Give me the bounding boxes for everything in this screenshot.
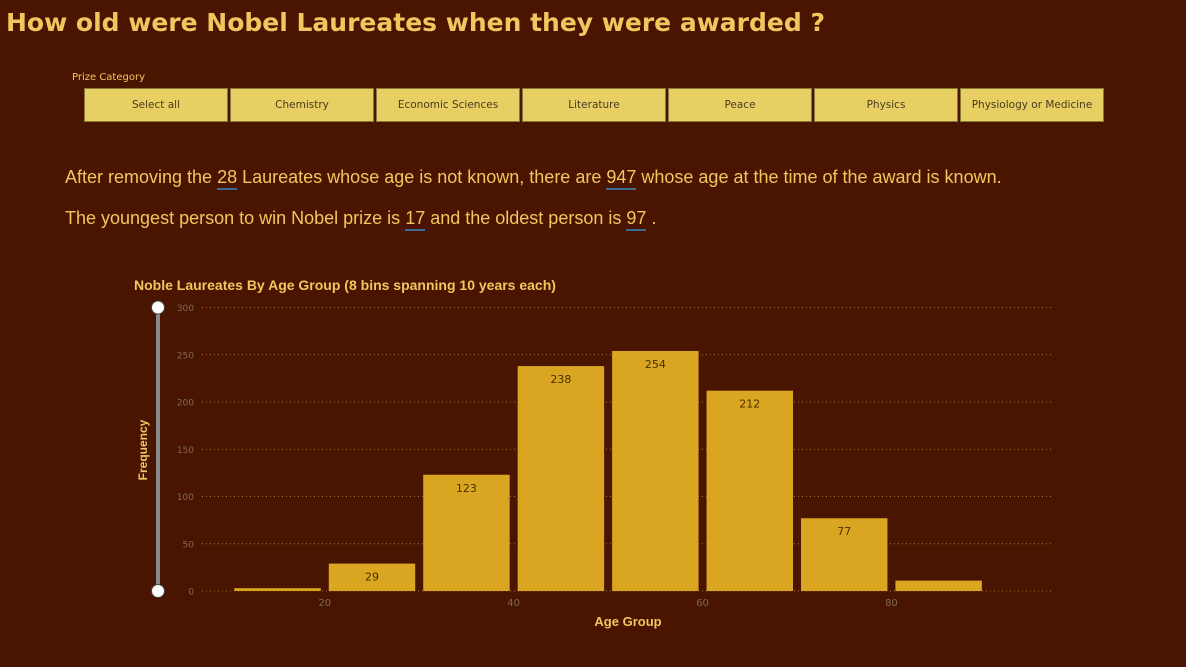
x-tick-label: 60 [696,598,709,609]
y-range-slider-max-handle[interactable] [151,300,165,315]
slicer-option-economic-sciences[interactable]: Economic Sciences [376,88,520,122]
y-axis-label: Frequency [136,419,150,480]
histogram-bar[interactable] [612,350,699,591]
y-tick-label: 0 [188,588,194,598]
histogram-bar[interactable] [517,366,605,591]
summary-text: After removing the [65,167,218,187]
summary-text: and the oldest person is [425,208,627,228]
bar-data-label: 254 [645,358,666,371]
known-age-count: 947 [606,167,637,190]
slicer-option-literature[interactable]: Literature [522,88,666,122]
y-tick-label: 100 [177,493,194,503]
bar-data-label: 123 [456,482,477,495]
histogram-bar[interactable] [895,580,982,591]
bar-data-label: 238 [550,373,571,386]
summary-text: The youngest person to win Nobel prize i… [65,208,406,228]
summary-line-counts: After removing the 28 Laureates whose ag… [65,167,1002,190]
page-title: How old were Nobel Laureates when they w… [6,8,825,37]
x-tick-label: 20 [318,598,331,609]
histogram-bar[interactable] [706,390,793,591]
histogram-bar[interactable] [801,518,888,591]
slicer-option-select-all[interactable]: Select all [84,88,228,122]
y-tick-label: 300 [177,304,194,314]
y-tick-label: 150 [177,446,194,456]
youngest-age: 17 [405,208,426,231]
histogram-bar[interactable] [423,474,510,591]
chart-title: Noble Laureates By Age Group (8 bins spa… [134,277,556,293]
y-range-slider-min-handle[interactable] [151,584,165,598]
x-tick-label: 40 [507,598,520,609]
histogram-bar[interactable] [234,588,321,591]
slicer-label: Prize Category [72,72,146,83]
summary-text: Laureates whose age is not known, there … [237,167,607,187]
bar-data-label: 29 [365,571,379,584]
y-tick-label: 250 [177,351,194,361]
slicer-option-physiology-or-medicine[interactable]: Physiology or Medicine [960,88,1104,122]
bar-data-label: 77 [837,525,851,538]
summary-line-ages: The youngest person to win Nobel prize i… [65,208,657,231]
x-tick-label: 80 [885,598,898,609]
unknown-age-count: 28 [217,167,238,190]
oldest-age: 97 [626,208,647,231]
summary-text: . [646,208,657,228]
histogram-bar[interactable] [328,563,416,591]
bar-data-label: 212 [739,398,760,411]
summary-text: whose age at the time of the award is kn… [636,167,1002,187]
slicer-option-peace[interactable]: Peace [668,88,812,122]
y-tick-label: 50 [183,540,195,550]
prize-category-slicer: Select all Chemistry Economic Sciences L… [84,88,1104,122]
x-axis-label: Age Group [594,614,661,629]
slicer-option-chemistry[interactable]: Chemistry [230,88,374,122]
y-tick-label: 200 [177,399,194,409]
slicer-option-physics[interactable]: Physics [814,88,958,122]
